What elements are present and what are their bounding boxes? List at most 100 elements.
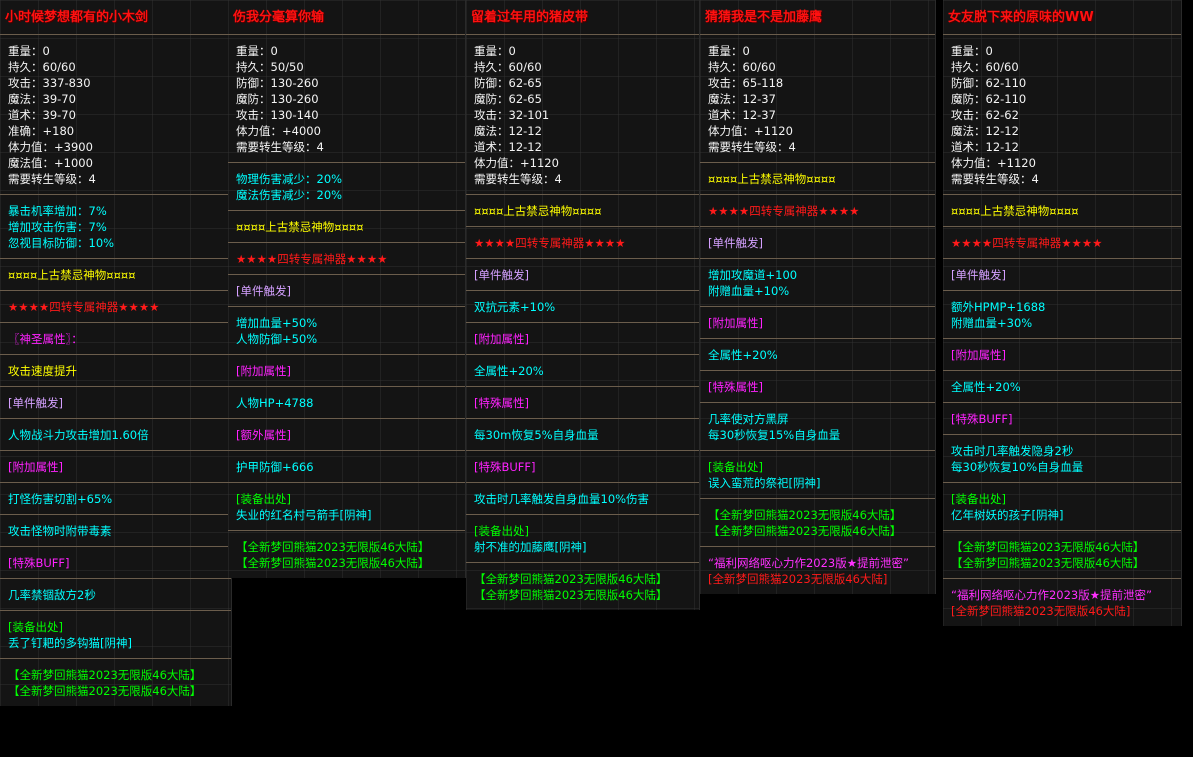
item-tooltip-2: 伤我分毫算你输重量：0 持久：50/50 防御：130-260 魔防：130-260 攻… <box>228 0 466 578</box>
attribute-line: “福利网络呕心力作2023版★提前泄密” <box>951 588 1152 602</box>
attribute-line: [装备出处] <box>951 492 1006 506</box>
tooltip-section: 护甲防御+666 <box>228 450 465 482</box>
attribute-line: 几率禁锢敌方2秒 <box>8 588 96 602</box>
attribute-line: 魔防：130-260 <box>236 92 319 106</box>
tooltip-section: [单件触发] <box>228 274 465 306</box>
tooltip-section: 暴击机率增加：7% 增加攻击伤害：7% 忽视目标防御：10% <box>0 194 231 258</box>
tooltip-section: ¤¤¤¤上古禁忌神物¤¤¤¤ <box>228 210 465 242</box>
attribute-line: 道术：39-70 <box>8 108 76 122</box>
tooltip-section: 人物HP+4788 <box>228 386 465 418</box>
tooltip-section: 【全新梦回熊猫2023无限版46大陆】 【全新梦回熊猫2023无限版46大陆】 <box>943 530 1181 578</box>
attribute-line: 〖神圣属性〗： <box>8 332 83 346</box>
attribute-line: 护甲防御+666 <box>236 460 314 474</box>
tooltip-section: [特殊BUFF] <box>0 546 231 578</box>
attribute-line: 【全新梦回熊猫2023无限版46大陆】 <box>236 556 430 570</box>
attribute-line: 体力值：+4000 <box>236 124 321 138</box>
tooltip-section: [单件触发] <box>466 258 699 290</box>
attribute-line: 体力值：+1120 <box>951 156 1036 170</box>
attribute-line: 需要转生等级：4 <box>951 172 1039 186</box>
attribute-line: 射不准的加藤鹰[阴神] <box>474 540 587 554</box>
attribute-line: 道术：12-37 <box>708 108 776 122</box>
attribute-line: 攻击：337-830 <box>8 76 91 90</box>
tooltip-section: 重量：0 持久：60/60 防御：62-65 魔防：62-65 攻击：32-101 魔法：… <box>466 34 699 194</box>
attribute-line: 【全新梦回熊猫2023无限版46大陆】 <box>8 684 202 698</box>
tooltip-section: [特殊属性] <box>466 386 699 418</box>
attribute-line: 忽视目标防御：10% <box>8 236 115 250</box>
attribute-line: 每30m恢复5%自身血量 <box>474 428 599 442</box>
attribute-line: ★★★★四转专属神器★★★★ <box>951 236 1103 250</box>
attribute-line: [装备出处] <box>474 524 529 538</box>
tooltip-section: 全属性+20% <box>466 354 699 386</box>
tooltip-section: [附加属性] <box>228 354 465 386</box>
tooltip-section: 全属性+20% <box>700 338 935 370</box>
attribute-line: 暴击机率增加：7% <box>8 204 107 218</box>
tooltip-section: 攻击速度提升 <box>0 354 231 386</box>
attribute-line: 人物战斗力攻击增加1.60倍 <box>8 428 149 442</box>
attribute-line: 丢了钉耙的多钩猫[阴神] <box>8 636 132 650</box>
attribute-line: ★★★★四转专属神器★★★★ <box>474 236 626 250</box>
tooltip-section: 重量：0 持久：60/60 防御：62-110 魔防：62-110 攻击：62-62 魔法… <box>943 34 1181 194</box>
tooltip-section: 几率禁锢敌方2秒 <box>0 578 231 610</box>
attribute-line: 攻击速度提升 <box>8 364 77 378</box>
attribute-line: 【全新梦回熊猫2023无限版46大陆】 <box>474 588 668 602</box>
attribute-line: [单件触发] <box>474 268 529 282</box>
item-name: 猜猜我是不是加藤鹰 <box>705 10 823 25</box>
attribute-line: ¤¤¤¤上古禁忌神物¤¤¤¤ <box>951 204 1079 218</box>
tooltip-section: [特殊BUFF] <box>466 450 699 482</box>
attribute-line: 失业的红名村弓箭手[阴神] <box>236 508 372 522</box>
attribute-line: 增加血量+50% <box>236 316 318 330</box>
attribute-line: 全属性+20% <box>708 348 778 362</box>
attribute-line: 需要转生等级：4 <box>8 172 96 186</box>
attribute-line: 持久：60/60 <box>8 60 76 74</box>
attribute-line: 体力值：+1120 <box>708 124 793 138</box>
attribute-line: [单件触发] <box>236 284 291 298</box>
attribute-line: 重量：0 <box>951 44 993 58</box>
item-tooltip-5: 女友脱下来的原味的WW 重量：0 持久：60/60 防御：62-110 魔防：62-11… <box>943 0 1182 626</box>
attribute-line: [附加属性] <box>236 364 291 378</box>
tooltip-section: ¤¤¤¤上古禁忌神物¤¤¤¤ <box>0 258 231 290</box>
item-name: 伤我分毫算你输 <box>233 10 325 25</box>
tooltip-section: 双抗元素+10% <box>466 290 699 322</box>
tooltip-section: 【全新梦回熊猫2023无限版46大陆】 【全新梦回熊猫2023无限版46大陆】 <box>0 658 231 706</box>
attribute-line: 增加攻击伤害：7% <box>8 220 107 234</box>
attribute-line: “福利网络呕心力作2023版★提前泄密” <box>708 556 909 570</box>
attribute-line: 体力值：+1120 <box>474 156 559 170</box>
tooltip-section: 重量：0 持久：60/60 攻击：337-830 魔法：39-70 道术：39-70 准确… <box>0 34 231 194</box>
attribute-line: 全属性+20% <box>951 380 1021 394</box>
tooltip-section: [附加属性] <box>0 450 231 482</box>
tooltip-section: [附加属性] <box>943 338 1181 370</box>
attribute-line: 道术：12-12 <box>951 140 1019 154</box>
attribute-line: 持久：50/50 <box>236 60 304 74</box>
attribute-line: ¤¤¤¤上古禁忌神物¤¤¤¤ <box>236 220 364 234</box>
attribute-line: ¤¤¤¤上古禁忌神物¤¤¤¤ <box>8 268 136 282</box>
item-tooltip-3: 留着过年用的猪皮带 重量：0 持久：60/60 防御：62-65 魔防：62-65 攻击：… <box>466 0 700 610</box>
attribute-line: [特殊BUFF] <box>951 412 1013 426</box>
attribute-line: 亿年树妖的孩子[阴神] <box>951 508 1064 522</box>
tooltip-section: ¤¤¤¤上古禁忌神物¤¤¤¤ <box>700 162 935 194</box>
tooltip-section: [装备出处] 丢了钉耙的多钩猫[阴神] <box>0 610 231 658</box>
attribute-line: 攻击怪物时附带毒素 <box>8 524 112 538</box>
tooltip-section: 重量：0 持久：50/50 防御：130-260 魔防：130-260 攻击：130-1… <box>228 34 465 162</box>
attribute-line: 攻击：65-118 <box>708 76 784 90</box>
attribute-line: [额外属性] <box>236 428 291 442</box>
tooltip-section: [装备出处] 失业的红名村弓箭手[阴神] <box>228 482 465 530</box>
tooltip-section: 增加攻魔道+100 附赠血量+10% <box>700 258 935 306</box>
item-name: 小时候梦想都有的小木剑 <box>5 10 149 25</box>
attribute-line: ★★★★四转专属神器★★★★ <box>708 204 860 218</box>
attribute-line: 攻击：130-140 <box>236 108 319 122</box>
attribute-line: 防御：62-65 <box>474 76 542 90</box>
item-tooltip-4: 猜猜我是不是加藤鹰 重量：0 持久：60/60 攻击：65-118 魔法：12-37 道术… <box>700 0 936 594</box>
attribute-line: 全属性+20% <box>474 364 544 378</box>
attribute-line: 持久：60/60 <box>474 60 542 74</box>
attribute-line: [单件触发] <box>951 268 1006 282</box>
attribute-line: 重量：0 <box>474 44 516 58</box>
attribute-line: 道术：12-12 <box>474 140 542 154</box>
attribute-line: 双抗元素+10% <box>474 300 556 314</box>
tooltip-section: 攻击时几率触发自身血量10%伤害 <box>466 482 699 514</box>
attribute-line: 【全新梦回熊猫2023无限版46大陆】 <box>708 524 902 538</box>
tooltip-section: [附加属性] <box>700 306 935 338</box>
attribute-line: 需要转生等级：4 <box>236 140 324 154</box>
attribute-line: 重量：0 <box>708 44 750 58</box>
attribute-line: [全新梦回熊猫2023无限版46大陆] <box>708 572 888 586</box>
attribute-line: 防御：62-110 <box>951 76 1027 90</box>
